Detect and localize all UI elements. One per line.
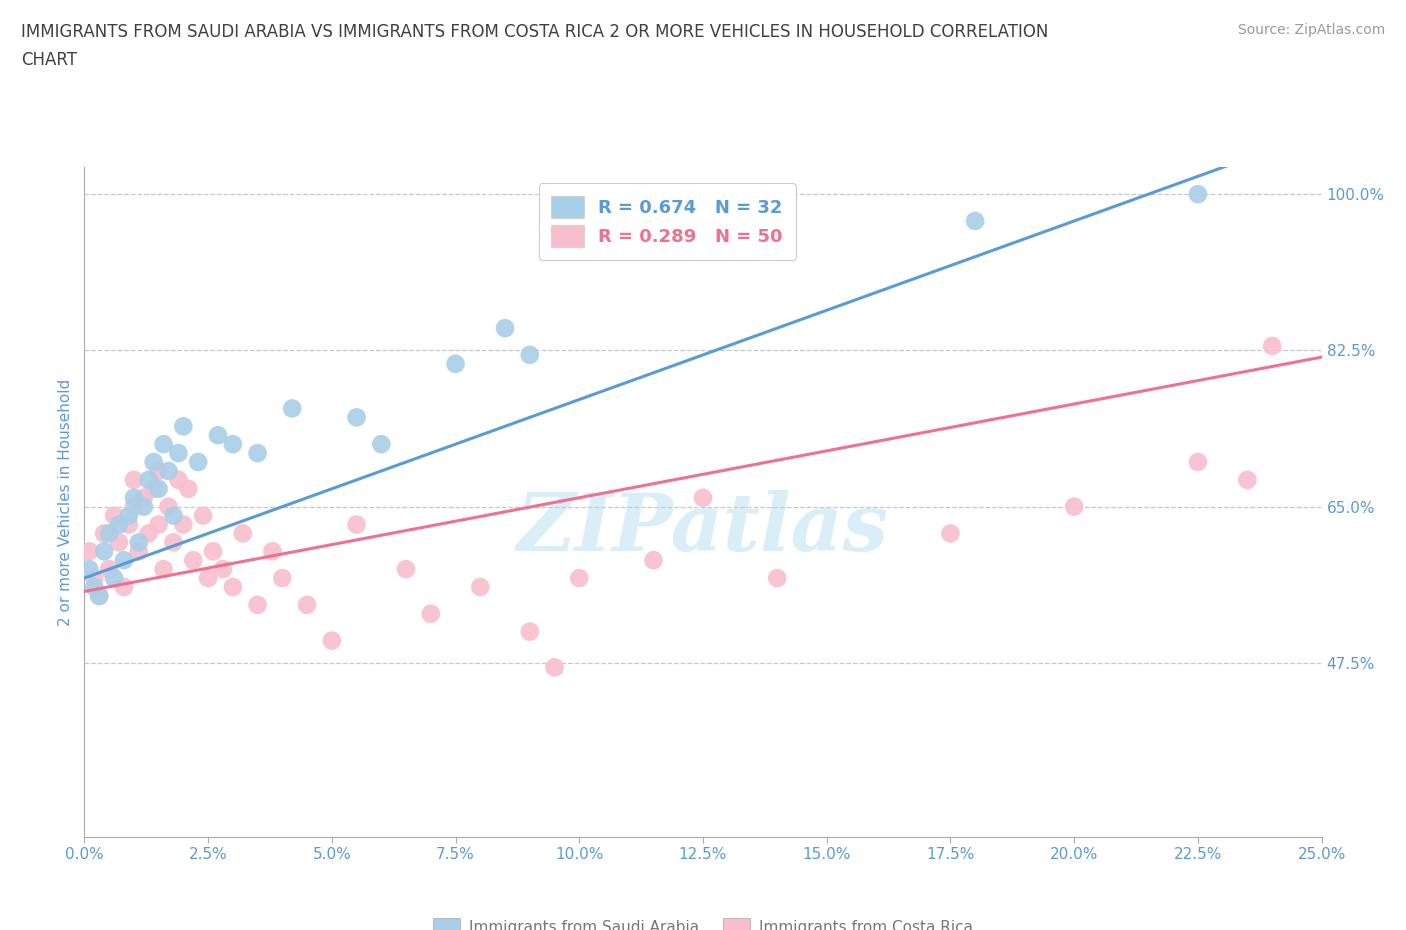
Point xyxy=(191,508,214,523)
Point xyxy=(419,606,441,621)
Point xyxy=(197,571,219,586)
Point xyxy=(939,526,962,541)
Point xyxy=(138,526,160,541)
Point xyxy=(543,660,565,675)
Point xyxy=(167,445,190,460)
Point xyxy=(222,437,245,452)
Point xyxy=(98,562,121,577)
Text: ZIPatlas: ZIPatlas xyxy=(517,490,889,567)
Text: IMMIGRANTS FROM SAUDI ARABIA VS IMMIGRANTS FROM COSTA RICA 2 OR MORE VEHICLES IN: IMMIGRANTS FROM SAUDI ARABIA VS IMMIGRAN… xyxy=(21,23,1049,41)
Point xyxy=(643,552,665,567)
Point xyxy=(162,508,184,523)
Point xyxy=(122,490,145,505)
Point xyxy=(93,526,115,541)
Point xyxy=(222,579,245,594)
Point xyxy=(1063,499,1085,514)
Point xyxy=(187,455,209,470)
Point xyxy=(212,562,235,577)
Point xyxy=(1187,455,1209,470)
Point xyxy=(152,562,174,577)
Point xyxy=(118,508,141,523)
Point xyxy=(112,552,135,567)
Point xyxy=(108,535,131,550)
Point xyxy=(157,499,180,514)
Text: CHART: CHART xyxy=(21,51,77,69)
Point xyxy=(148,463,170,478)
Point xyxy=(89,589,111,604)
Point xyxy=(122,499,145,514)
Point xyxy=(262,544,284,559)
Point xyxy=(295,597,318,612)
Point xyxy=(148,482,170,497)
Point xyxy=(132,490,155,505)
Point xyxy=(142,482,165,497)
Point xyxy=(766,571,789,586)
Point xyxy=(346,410,368,425)
Point xyxy=(246,445,269,460)
Point xyxy=(98,526,121,541)
Point xyxy=(692,490,714,505)
Point xyxy=(1261,339,1284,353)
Point xyxy=(519,348,541,363)
Y-axis label: 2 or more Vehicles in Household: 2 or more Vehicles in Household xyxy=(58,379,73,626)
Point xyxy=(232,526,254,541)
Point xyxy=(494,321,516,336)
Point xyxy=(1236,472,1258,487)
Point xyxy=(79,544,101,559)
Point xyxy=(83,571,105,586)
Point xyxy=(89,589,111,604)
Point xyxy=(128,544,150,559)
Point xyxy=(93,544,115,559)
Point xyxy=(112,579,135,594)
Point xyxy=(1187,187,1209,202)
Point xyxy=(271,571,294,586)
Point xyxy=(118,517,141,532)
Point xyxy=(152,437,174,452)
Point xyxy=(83,579,105,594)
Legend: Immigrants from Saudi Arabia, Immigrants from Costa Rica: Immigrants from Saudi Arabia, Immigrants… xyxy=(426,911,980,930)
Point xyxy=(172,517,194,532)
Point xyxy=(172,418,194,433)
Point xyxy=(128,535,150,550)
Point xyxy=(470,579,492,594)
Point xyxy=(965,214,987,229)
Point xyxy=(148,517,170,532)
Point xyxy=(138,472,160,487)
Point xyxy=(162,535,184,550)
Point xyxy=(568,571,591,586)
Point xyxy=(181,552,204,567)
Point xyxy=(157,463,180,478)
Point xyxy=(395,562,418,577)
Point xyxy=(346,517,368,532)
Point xyxy=(281,401,304,416)
Point xyxy=(519,624,541,639)
Point xyxy=(177,482,200,497)
Point xyxy=(122,472,145,487)
Point xyxy=(108,517,131,532)
Point xyxy=(79,562,101,577)
Point xyxy=(167,472,190,487)
Point xyxy=(321,633,343,648)
Point xyxy=(370,437,392,452)
Text: Source: ZipAtlas.com: Source: ZipAtlas.com xyxy=(1237,23,1385,37)
Point xyxy=(103,508,125,523)
Point xyxy=(142,455,165,470)
Point xyxy=(246,597,269,612)
Point xyxy=(103,571,125,586)
Point xyxy=(207,428,229,443)
Point xyxy=(202,544,225,559)
Point xyxy=(132,499,155,514)
Point xyxy=(444,356,467,371)
